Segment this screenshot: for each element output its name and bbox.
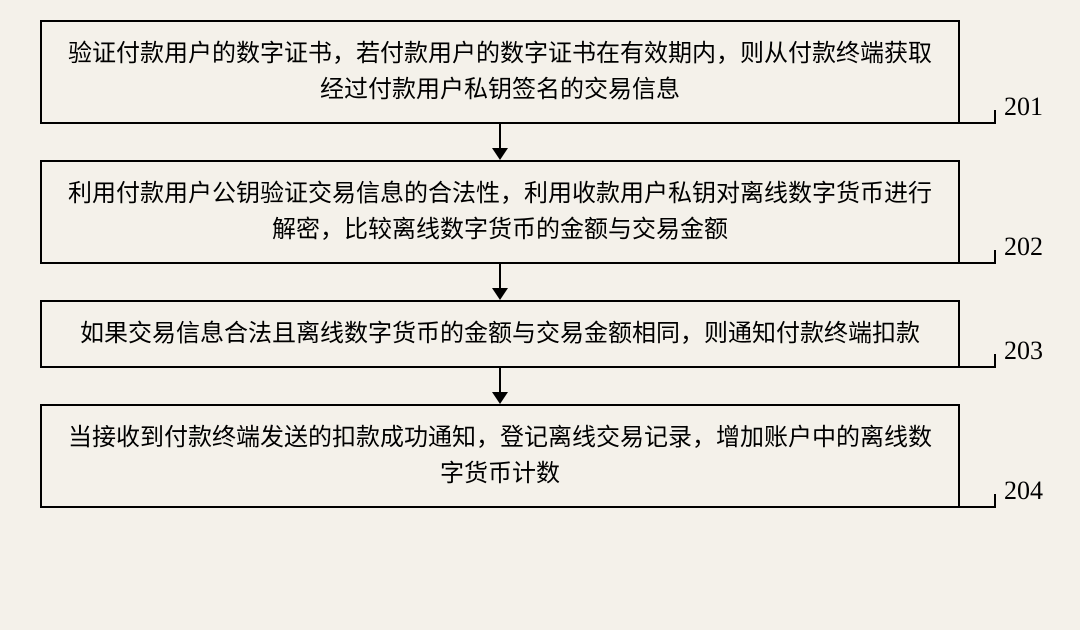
step-label-3: 203 (1004, 336, 1043, 368)
step-box-2: 利用付款用户公钥验证交易信息的合法性，利用收款用户私钥对离线数字货币进行解密，比… (40, 160, 960, 264)
arrow-down-icon (492, 392, 508, 404)
step-text-2: 利用付款用户公钥验证交易信息的合法性，利用收款用户私钥对离线数字货币进行解密，比… (68, 181, 932, 243)
step-label-1: 201 (1004, 92, 1043, 124)
label-connector-3 (960, 354, 996, 368)
step-box-4: 当接收到付款终端发送的扣款成功通知，登记离线交易记录，增加账户中的离线数字货币计… (40, 404, 960, 508)
step-text-4: 当接收到付款终端发送的扣款成功通知，登记离线交易记录，增加账户中的离线数字货币计… (68, 425, 932, 487)
step-box-1: 验证付款用户的数字证书，若付款用户的数字证书在有效期内，则从付款终端获取经过付款… (40, 20, 960, 124)
flowchart-container: 验证付款用户的数字证书，若付款用户的数字证书在有效期内，则从付款终端获取经过付款… (0, 20, 1080, 508)
step-row-1: 验证付款用户的数字证书，若付款用户的数字证书在有效期内，则从付款终端获取经过付款… (0, 20, 1080, 124)
arrow-line-icon (499, 124, 501, 148)
arrow-1 (0, 124, 1080, 160)
arrow-line-icon (499, 368, 501, 392)
step-row-4: 当接收到付款终端发送的扣款成功通知，登记离线交易记录，增加账户中的离线数字货币计… (0, 404, 1080, 508)
step-box-3: 如果交易信息合法且离线数字货币的金额与交易金额相同，则通知付款终端扣款 (40, 300, 960, 368)
arrow-down-icon (492, 288, 508, 300)
label-connector-2 (960, 250, 996, 264)
step-label-2: 202 (1004, 232, 1043, 264)
arrow-line-icon (499, 264, 501, 288)
step-text-3: 如果交易信息合法且离线数字货币的金额与交易金额相同，则通知付款终端扣款 (80, 321, 920, 347)
step-text-1: 验证付款用户的数字证书，若付款用户的数字证书在有效期内，则从付款终端获取经过付款… (68, 41, 932, 103)
arrow-2 (0, 264, 1080, 300)
step-row-2: 利用付款用户公钥验证交易信息的合法性，利用收款用户私钥对离线数字货币进行解密，比… (0, 160, 1080, 264)
label-connector-1 (960, 110, 996, 124)
step-label-4: 204 (1004, 476, 1043, 508)
arrow-down-icon (492, 148, 508, 160)
label-connector-4 (960, 494, 996, 508)
step-row-3: 如果交易信息合法且离线数字货币的金额与交易金额相同，则通知付款终端扣款 203 (0, 300, 1080, 368)
arrow-3 (0, 368, 1080, 404)
